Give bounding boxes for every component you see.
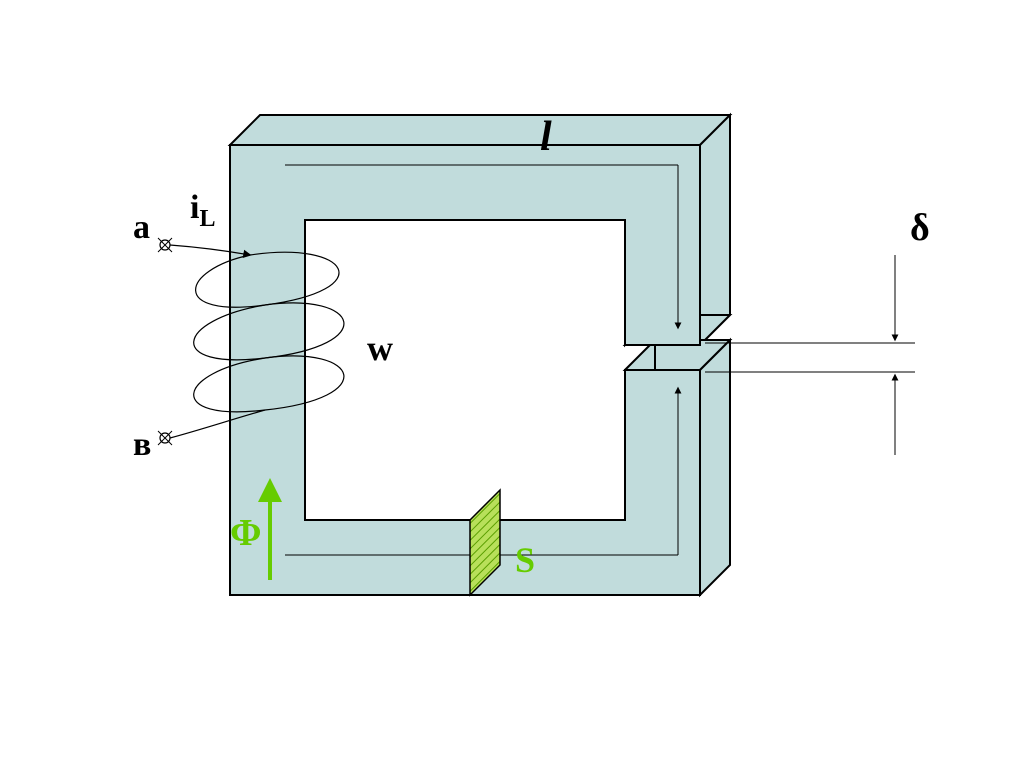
- label-iL: iL: [190, 189, 215, 232]
- label-b: в: [133, 426, 151, 463]
- label-delta: δ: [910, 207, 930, 249]
- label-phi: Φ: [230, 512, 262, 554]
- gap-dimension: [705, 255, 915, 455]
- core-front-face: [230, 145, 700, 595]
- label-w: w: [367, 328, 393, 368]
- label-a: a: [133, 209, 150, 246]
- path-length-l: [285, 165, 678, 555]
- label-S: S: [515, 540, 535, 580]
- label-l: l: [540, 114, 552, 160]
